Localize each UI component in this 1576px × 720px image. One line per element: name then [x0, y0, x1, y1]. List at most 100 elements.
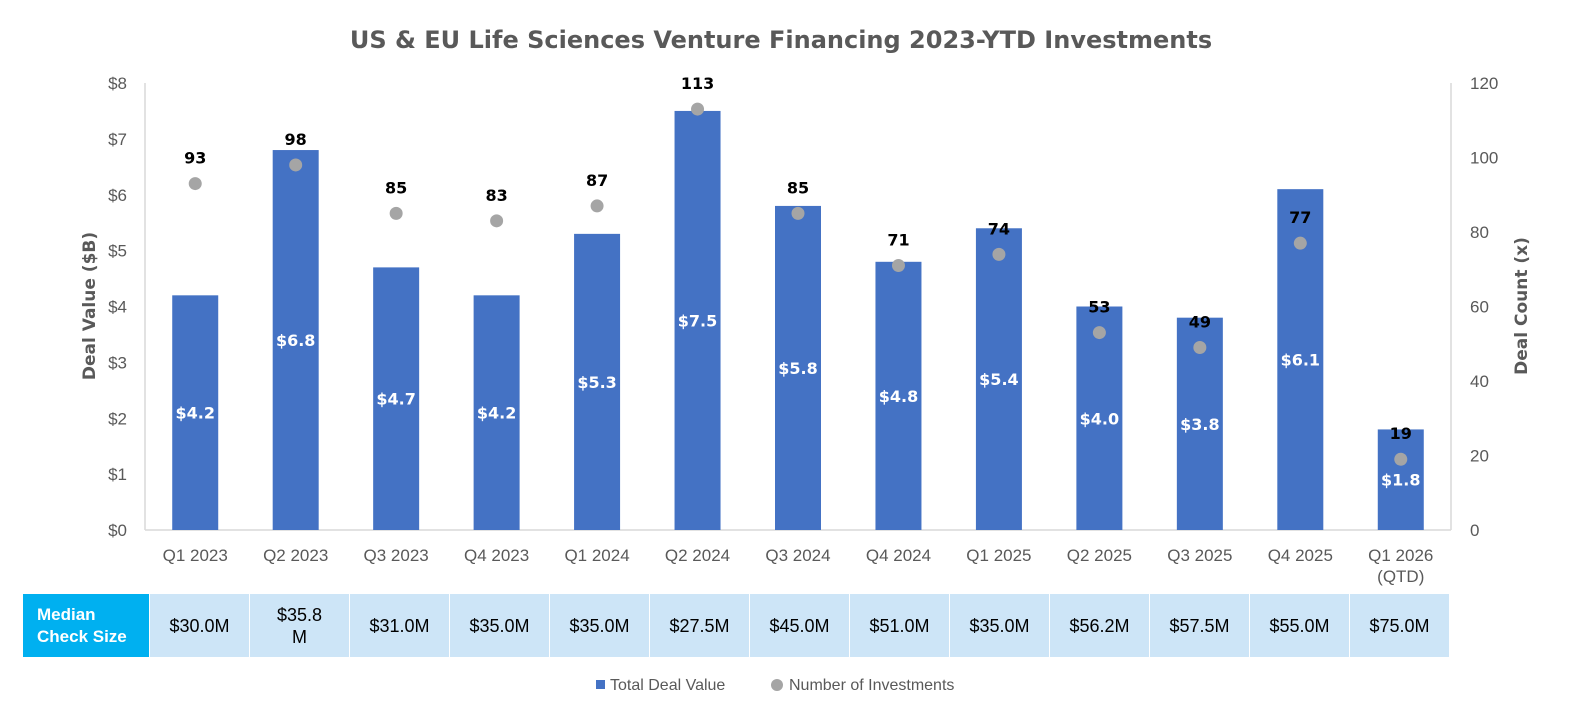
point-data-label: 113 — [681, 74, 714, 93]
median-check-size-cell: $55.0M — [1249, 593, 1350, 658]
bar-total-deal-value — [775, 205, 821, 531]
median-check-size-header-text: Median Check Size — [37, 604, 127, 646]
bar-data-label: $1.8 — [1381, 471, 1420, 490]
point-data-label: 85 — [385, 178, 407, 197]
x-tick-label: Q1 2025 — [966, 546, 1031, 565]
median-check-size-cell: $35.8 M — [249, 593, 350, 658]
point-number-of-investments — [891, 259, 905, 273]
median-check-size-cell: $56.2M — [1049, 593, 1150, 658]
bar-data-label: $4.7 — [376, 390, 415, 409]
point-data-label: 53 — [1088, 298, 1110, 317]
legend-label-investments: Number of Investments — [789, 677, 954, 694]
y-tick-left: $2 — [108, 409, 127, 428]
point-data-label: 71 — [887, 231, 909, 250]
chart-title: US & EU Life Sciences Venture Financing … — [350, 26, 1212, 54]
point-number-of-investments — [1193, 340, 1207, 354]
bar-total-deal-value — [1377, 429, 1424, 530]
median-check-size-cell: $51.0M — [849, 593, 950, 658]
median-check-size-header: Median Check Size — [22, 593, 150, 658]
median-check-size-row: Median Check Size $30.0M $35.8 M $31.0M $35… — [22, 593, 1450, 658]
median-check-size-cell: $45.0M — [749, 593, 850, 658]
x-tick-label: Q4 2024 — [866, 546, 931, 565]
y-tick-left: $6 — [108, 186, 127, 205]
bar-data-label: $5.8 — [778, 359, 817, 378]
median-check-size-table: Median Check Size $30.0M $35.8 M $31.0M $35… — [22, 593, 1450, 658]
x-tick-label: Q1 2023 — [163, 546, 228, 565]
bar-total-deal-value — [1076, 306, 1123, 530]
bar-data-label: $5.4 — [979, 370, 1018, 389]
bar-data-label: $7.5 — [678, 311, 717, 330]
plot-area: $0 $1 $2 $3 $4 $5 $6 $7 $8 0 20 40 60 80 100 120 $4.2 93 Q… — [108, 74, 1498, 586]
point-number-of-investments — [389, 206, 403, 220]
point-data-label: 74 — [988, 219, 1010, 238]
y-tick-right: 120 — [1470, 74, 1498, 93]
x-tick-label: Q3 2025 — [1167, 546, 1232, 565]
median-check-size-cell: $35.0M — [949, 593, 1050, 658]
bar-total-deal-value — [574, 233, 621, 531]
point-data-label: 98 — [285, 130, 307, 149]
x-tick-label: Q4 2023 — [464, 546, 529, 565]
y-tick-right: 20 — [1470, 447, 1489, 466]
point-number-of-investments — [1394, 452, 1408, 466]
bar-data-label: $4.8 — [879, 387, 918, 406]
y-tick-left: $0 — [108, 521, 127, 540]
x-tick-label: Q1 2026 (QTD) — [1368, 546, 1433, 586]
y-tick-right: 80 — [1470, 223, 1489, 242]
point-number-of-investments — [791, 206, 805, 220]
x-tick-label: Q2 2024 — [665, 546, 730, 565]
bar-data-label: $6.1 — [1281, 351, 1320, 370]
point-number-of-investments — [490, 214, 504, 228]
point-number-of-investments — [590, 199, 604, 213]
y-axis-title-right: Deal Count (x) — [1512, 237, 1532, 375]
point-number-of-investments — [1293, 236, 1307, 250]
x-tick-label: Q4 2025 — [1268, 546, 1333, 565]
bar-data-label: $4.0 — [1080, 409, 1119, 428]
x-tick-label: Q3 2023 — [364, 546, 429, 565]
median-check-size-cell: $27.5M — [649, 593, 750, 658]
legend-swatch-investments — [771, 679, 783, 691]
point-data-label: 83 — [485, 186, 507, 205]
bar-total-deal-value — [172, 295, 219, 530]
y-tick-right: 0 — [1470, 521, 1479, 540]
point-data-label: 85 — [787, 178, 809, 197]
median-check-size-cell: $57.5M — [1149, 593, 1250, 658]
y-tick-left: $7 — [108, 130, 127, 149]
point-number-of-investments — [992, 247, 1006, 261]
legend: Total Deal Value Number of Investments — [596, 677, 954, 694]
point-data-label: 93 — [184, 149, 206, 168]
y-tick-left: $3 — [108, 353, 127, 372]
point-number-of-investments — [1092, 326, 1106, 340]
point-data-label: 77 — [1289, 208, 1311, 227]
y-tick-left: $4 — [108, 298, 127, 317]
bar-total-deal-value — [272, 150, 319, 531]
y-tick-left: $5 — [108, 242, 127, 261]
point-number-of-investments — [188, 177, 202, 191]
median-check-size-cell: $35.0M — [549, 593, 650, 658]
legend-swatch-deal-value — [596, 680, 605, 689]
bar-data-label: $6.8 — [276, 331, 315, 350]
y-tick-right: 40 — [1470, 372, 1489, 391]
bar-total-deal-value — [875, 261, 922, 530]
point-data-label: 19 — [1390, 424, 1412, 443]
median-check-size-cell: $30.0M — [149, 593, 250, 658]
bar-total-deal-value — [975, 228, 1022, 530]
point-data-label: 49 — [1189, 312, 1211, 331]
y-tick-left: $1 — [108, 465, 127, 484]
median-check-size-cell: $31.0M — [349, 593, 450, 658]
y-tick-left: $8 — [108, 74, 127, 93]
x-tick-label: Q1 2024 — [564, 546, 629, 565]
legend-label-deal-value: Total Deal Value — [610, 677, 725, 694]
bar-total-deal-value — [473, 295, 520, 530]
y-tick-right: 100 — [1470, 149, 1498, 168]
point-number-of-investments — [289, 158, 303, 172]
point-data-label: 87 — [586, 171, 608, 190]
point-number-of-investments — [691, 102, 705, 116]
y-tick-right: 60 — [1470, 298, 1489, 317]
bar-data-label: $4.2 — [477, 404, 516, 423]
median-check-size-cell: $75.0M — [1349, 593, 1450, 658]
bar-data-label: $3.8 — [1180, 415, 1219, 434]
bar-data-label: $4.2 — [175, 404, 214, 423]
bar-total-deal-value — [373, 267, 420, 530]
x-tick-label: Q3 2024 — [765, 546, 830, 565]
